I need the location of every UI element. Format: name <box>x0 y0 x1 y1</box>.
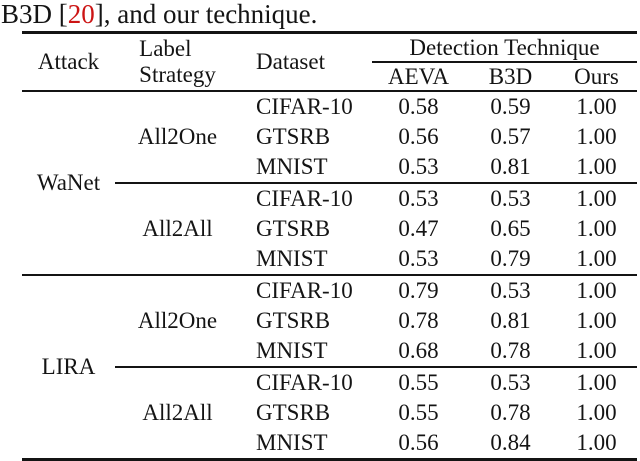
value-cell-ours: 1.00 <box>576 186 617 211</box>
label-strategy-line2: Strategy <box>139 62 216 87</box>
strategy-label: All2All <box>115 367 240 461</box>
value-cell-ours: 1.00 <box>556 336 638 368</box>
value-cell-ours: 1.00 <box>556 244 638 276</box>
value-cell-b3d: 0.59 <box>490 94 531 119</box>
attack-group-label-wanet: WaNet <box>22 91 115 276</box>
value-cell-aeva: 0.53 <box>398 186 439 211</box>
dataset-cell: MNIST <box>240 336 372 368</box>
value-cell-aeva: 0.55 <box>398 370 439 395</box>
value-cell-ours: 1.00 <box>556 428 638 461</box>
value-cell-b3d: 0.53 <box>490 370 531 395</box>
caption-text-prefix: B3D [ <box>1 0 68 29</box>
column-header-attack: Attack <box>22 31 115 92</box>
dataset-cell: GTSRB <box>256 124 331 149</box>
table-row: GTSRB 0.47 0.65 1.00 <box>22 214 637 244</box>
dataset-cell: GTSRB <box>256 400 331 425</box>
dataset-cell: CIFAR-10 <box>256 186 353 211</box>
dataset-cell: CIFAR-10 <box>256 278 353 303</box>
dataset-cell: CIFAR-10 <box>256 94 353 119</box>
dataset-cell: GTSRB <box>256 308 331 333</box>
table-row: GTSRB 0.56 0.57 1.00 <box>22 122 637 152</box>
value-cell-b3d: 0.65 <box>490 216 531 241</box>
dataset-cell: CIFAR-10 <box>256 370 353 395</box>
label-strategy-line1: Label <box>139 36 192 61</box>
value-cell-aeva: 0.53 <box>372 244 465 276</box>
value-cell-aeva: 0.56 <box>398 124 439 149</box>
value-cell-ours: 1.00 <box>576 370 617 395</box>
table-row: MNIST 0.53 0.81 1.00 <box>22 152 638 184</box>
table-row: MNIST 0.53 0.79 1.00 <box>22 244 638 276</box>
value-cell-aeva: 0.68 <box>372 336 465 368</box>
table-row: GTSRB 0.55 0.78 1.00 <box>22 398 637 428</box>
value-cell-aeva: 0.53 <box>372 152 465 184</box>
column-header-aeva: AEVA <box>372 62 465 92</box>
table-row: WaNet All2One CIFAR-10 0.58 0.59 1.00 <box>22 91 637 276</box>
dataset-cell: MNIST <box>240 428 372 461</box>
value-cell-ours: 1.00 <box>576 278 617 303</box>
value-cell-ours: 1.00 <box>576 308 617 333</box>
value-cell-b3d: 0.79 <box>465 244 556 276</box>
table-row: All2All CIFAR-10 0.55 0.53 1.00 <box>22 367 637 461</box>
dataset-cell: MNIST <box>240 244 372 276</box>
caption-text-suffix: ], and our technique. <box>94 0 318 29</box>
column-header-ours: Ours <box>556 62 638 92</box>
value-cell-b3d: 0.81 <box>490 308 531 333</box>
value-cell-b3d: 0.53 <box>490 278 531 303</box>
results-table: Attack Label Strategy Dataset Detection T… <box>22 31 638 461</box>
value-cell-aeva: 0.79 <box>398 278 439 303</box>
dataset-cell: MNIST <box>240 152 372 184</box>
value-cell-ours: 1.00 <box>576 400 617 425</box>
value-cell-ours: 1.00 <box>556 152 638 184</box>
strategy-label: All2One <box>115 275 240 368</box>
value-cell-aeva: 0.55 <box>398 400 439 425</box>
header-row-2: AEVA B3D Ours <box>22 62 638 92</box>
value-cell-ours: 1.00 <box>576 216 617 241</box>
value-cell-ours: 1.00 <box>576 94 617 119</box>
value-cell-b3d: 0.78 <box>465 336 556 368</box>
value-cell-aeva: 0.78 <box>398 308 439 333</box>
value-cell-aeva: 0.58 <box>398 94 439 119</box>
table-row: MNIST 0.68 0.78 1.00 <box>22 336 638 368</box>
header-row-1: Attack Label Strategy Dataset Detection T… <box>22 31 638 92</box>
table-row: MNIST 0.56 0.84 1.00 <box>22 428 638 461</box>
value-cell-ours: 1.00 <box>576 124 617 149</box>
table-row: LIRA All2One CIFAR-10 0.79 0.53 1.00 <box>22 275 637 461</box>
strategy-label: All2One <box>115 91 240 184</box>
value-cell-b3d: 0.53 <box>490 186 531 211</box>
value-cell-aeva: 0.56 <box>372 428 465 461</box>
table-row: All2All CIFAR-10 0.53 0.53 1.00 <box>22 183 637 276</box>
dataset-cell: GTSRB <box>256 216 331 241</box>
attack-group-label-lira: LIRA <box>22 275 115 461</box>
table-row: GTSRB 0.78 0.81 1.00 <box>22 306 637 336</box>
value-cell-b3d: 0.57 <box>490 124 531 149</box>
column-header-dataset: Dataset <box>240 31 372 92</box>
value-cell-b3d: 0.81 <box>465 152 556 184</box>
value-cell-aeva: 0.47 <box>398 216 439 241</box>
citation-link-20[interactable]: 20 <box>67 0 95 29</box>
value-cell-b3d: 0.84 <box>465 428 556 461</box>
column-header-label-strategy: Label Strategy <box>115 31 240 92</box>
value-cell-b3d: 0.78 <box>490 400 531 425</box>
column-group-header-detection-technique: Detection Technique <box>372 31 638 63</box>
column-header-b3d: B3D <box>465 62 556 92</box>
strategy-label: All2All <box>115 183 240 276</box>
caption-line: B3D [20], and our technique. <box>0 0 640 31</box>
